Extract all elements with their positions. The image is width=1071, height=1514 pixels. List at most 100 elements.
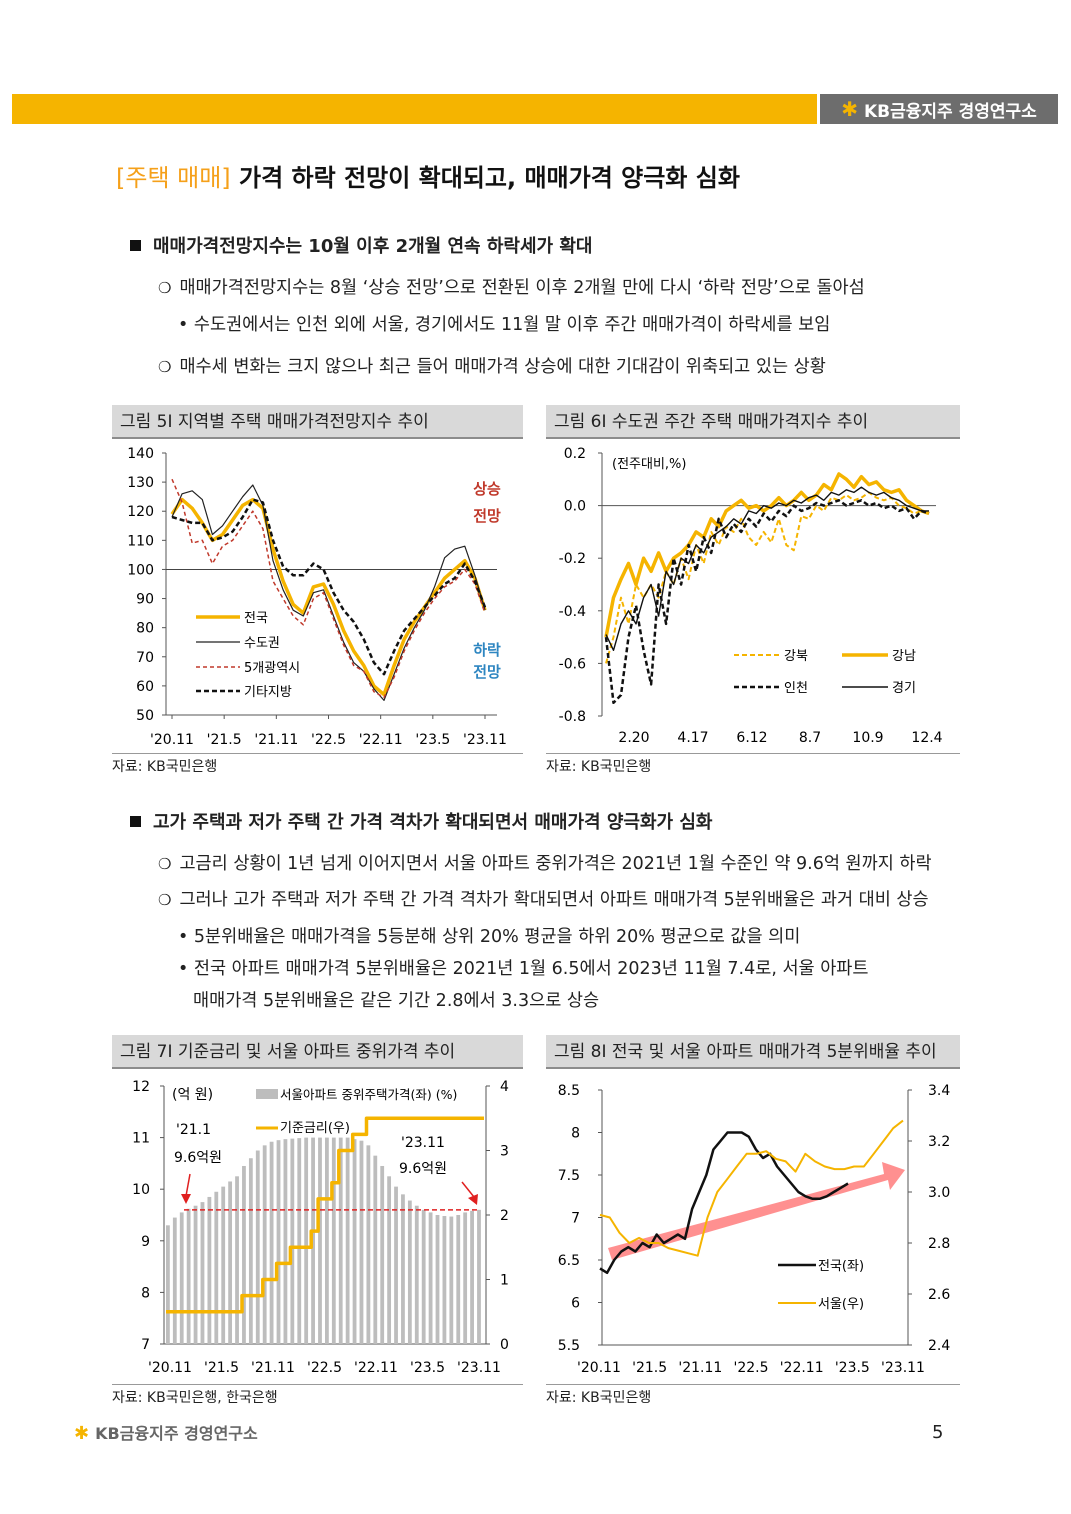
series-line-강북 [605,491,930,664]
bar-median-price [290,1138,295,1344]
figure7-source: 자료: KB국민은행, 한국은행 [112,1390,278,1406]
section2-sub2-cont: 매매가격 5분위배율은 같은 기간 2.8에서 3.3으로 상승 [193,991,600,1011]
legend-label: 5개광역시 [244,661,300,676]
section1-heading-text: 매매가격전망지수는 10월 이후 2개월 연속 하락세가 확대 [153,236,593,257]
header-logo: ✱ KB금융지주 경영연구소 [820,94,1058,124]
bar-median-price [470,1210,474,1344]
kb-star-icon: ✱ [841,97,858,121]
title-text: 가격 하락 전망이 확대되고, 매매가격 양극화 심화 [239,164,740,192]
bar-median-price [456,1215,461,1344]
series-line-seoul [599,1119,904,1257]
bar-median-price [228,1181,233,1344]
y-tick-label-right: 3 [500,1144,509,1160]
circle-bullet-icon: ❍ [158,358,172,376]
legend-label-national: 전국(좌) [818,1259,864,1274]
figure8-chart: 5.5 6 6.5 7 7.5 8 8.5 2.4 2.6 2.8 3.0 3.2 3.4 '20.11 '… [558,1083,951,1376]
section2-bullet1-text: 고금리 상황이 1년 넘게 이어지면서 서울 아파트 중위가격은 2021년 1… [179,854,932,874]
bar-median-price [318,1137,322,1344]
bar-median-price [325,1137,329,1344]
figure7-chart: 78910111201234'20.11'21.5'21.11'22.5'22.… [132,1079,509,1376]
footer-logo-text: KB금융지주 경영연구소 [95,1424,258,1443]
arrow-head-left-icon [181,1194,191,1204]
section1-bullet1-text: 매매가격전망지수는 8월 ‘상승 전망’으로 전환된 이후 2개월 만에 다시 … [179,278,865,298]
y-tick-label-right: 1 [500,1273,509,1289]
x-tick-label: 6.12 [736,730,767,746]
bar-median-price [331,1137,336,1344]
bar-median-price [345,1137,350,1344]
legend-label: 강남 [892,649,916,664]
section1-sub1: • 수도권에서는 인천 외에 서울, 경기에서도 11월 말 이후 주간 매매가… [178,315,831,335]
section2-bullet2-text: 그러나 고가 주택과 저가 주택 간 가격 격차가 확대되면서 아파트 매매가격… [179,890,929,910]
bar-median-price [221,1186,226,1344]
legend-label-seoul: 서울(우) [818,1297,864,1312]
circle-bullet-icon: ❍ [158,855,172,873]
legend-label: 수도권 [244,636,280,651]
annotation-down-2: 전망 [473,663,501,681]
annotation-right-date: '23.11 [401,1135,445,1151]
figure8-caption: 그림 8I 전국 및 서울 아파트 매매가격 5분위배율 추이 [546,1035,960,1069]
figure6-caption: 그림 6I 수도권 주간 주택 매매가격지수 추이 [546,405,960,439]
y-tick-label-right: 3.0 [928,1185,950,1201]
bar-median-price [186,1208,191,1344]
bar-median-price [366,1145,371,1344]
source-rule [112,753,523,754]
bar-median-price [255,1150,260,1344]
annotation-up-1: 상승 [473,480,501,498]
y-tick-label-right: 0 [500,1337,509,1353]
x-tick-label: '23.5 [410,1360,445,1376]
figure5-caption: 그림 5I 지역별 주택 매매가격전망지수 추이 [112,405,523,439]
annotation-right-value: 9.6억원 [399,1161,447,1177]
y-tick-label: 110 [127,533,154,549]
bar-median-price [235,1176,239,1344]
x-tick-label: '21.11 [254,732,298,748]
bar-median-price [380,1165,385,1344]
legend-label: 인천 [784,681,808,696]
y-tick-label-right: 3.4 [928,1083,950,1099]
annotation-arrow-right [461,1181,475,1198]
annotation-down-1: 하락 [473,641,501,659]
x-tick-label: '21.5 [204,1360,239,1376]
bar-median-price [394,1186,398,1344]
x-tick-label: '20.11 [577,1360,621,1376]
annotation-arrow-left [185,1173,191,1197]
bar-median-price [421,1209,426,1344]
bar-median-price [248,1158,253,1344]
y-tick-label-left: 9 [141,1234,150,1250]
section1-bullet2: ❍ 매수세 변화는 크지 않으나 최근 들어 매매가격 상승에 대한 기대감이 위… [158,353,826,378]
series-line-경기 [605,486,929,652]
bar-median-price [262,1145,267,1344]
legend-label: 전국 [244,611,268,626]
y-tick-label: -0.2 [559,551,586,567]
legend-swatch-bar [256,1089,278,1099]
y-tick-label-left: 8 [571,1126,580,1142]
annotation-left-date: '21.1 [176,1122,211,1138]
bar-median-price [373,1155,378,1344]
y-tick-label: -0.8 [559,709,586,725]
bar-median-price [442,1216,447,1344]
y-tick-label: 130 [127,475,154,491]
header-logo-text: KB금융지주 경영연구소 [863,101,1037,122]
y-tick-label-right: 2 [500,1208,509,1224]
bar-median-price [477,1209,481,1344]
x-tick-label: '22.5 [311,732,346,748]
x-tick-label: 8.7 [799,730,821,746]
x-tick-label: '22.11 [780,1360,824,1376]
y-tick-label: 0.2 [564,446,586,462]
figure5-chart: 50 60 70 80 90 100 110 120 130 140 '20.11 '21.5 '21.… [127,446,507,748]
y-tick-label-left: 10 [132,1182,150,1198]
section2-bullet2: ❍ 그러나 고가 주택과 저가 주택 간 가격 격차가 확대되면서 아파트 매매가… [158,886,929,911]
bar-median-price [242,1165,246,1344]
bar-median-price [401,1194,405,1344]
x-tick-label: '22.11 [359,732,403,748]
y-tick-label: -0.4 [559,604,586,620]
bar-median-price [435,1215,440,1344]
y-tick-label: 50 [136,708,154,724]
bar-median-price [283,1139,288,1344]
y-tick-label: 140 [127,446,154,462]
bar-median-price [207,1196,212,1344]
y-tick-label: 60 [136,679,154,695]
bar-median-price [179,1212,184,1344]
y-tick-label-right: 4 [500,1079,509,1095]
bar-median-price [352,1139,357,1344]
unit-label: (전주대비,%) [612,457,686,472]
